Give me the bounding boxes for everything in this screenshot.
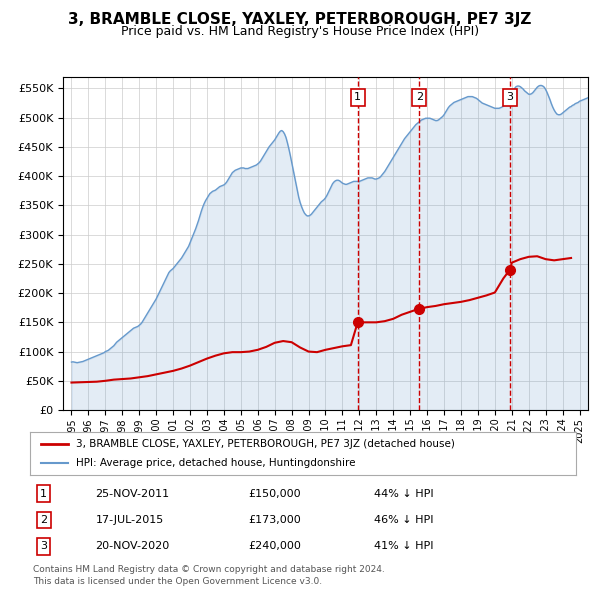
Text: This data is licensed under the Open Government Licence v3.0.: This data is licensed under the Open Gov… (33, 577, 322, 586)
Text: Price paid vs. HM Land Registry's House Price Index (HPI): Price paid vs. HM Land Registry's House … (121, 25, 479, 38)
Text: 2: 2 (40, 515, 47, 525)
Text: 44% ↓ HPI: 44% ↓ HPI (374, 489, 434, 499)
Text: 3: 3 (506, 92, 514, 102)
Text: 20-NOV-2020: 20-NOV-2020 (95, 542, 170, 552)
Text: 3, BRAMBLE CLOSE, YAXLEY, PETERBOROUGH, PE7 3JZ: 3, BRAMBLE CLOSE, YAXLEY, PETERBOROUGH, … (68, 12, 532, 27)
Text: 3: 3 (40, 542, 47, 552)
Text: HPI: Average price, detached house, Huntingdonshire: HPI: Average price, detached house, Hunt… (76, 458, 356, 468)
Text: Contains HM Land Registry data © Crown copyright and database right 2024.: Contains HM Land Registry data © Crown c… (33, 565, 385, 574)
Text: 3, BRAMBLE CLOSE, YAXLEY, PETERBOROUGH, PE7 3JZ (detached house): 3, BRAMBLE CLOSE, YAXLEY, PETERBOROUGH, … (76, 439, 455, 449)
Text: 25-NOV-2011: 25-NOV-2011 (95, 489, 170, 499)
Text: 41% ↓ HPI: 41% ↓ HPI (374, 542, 433, 552)
Text: 46% ↓ HPI: 46% ↓ HPI (374, 515, 433, 525)
Text: 1: 1 (354, 92, 361, 102)
Text: 1: 1 (40, 489, 47, 499)
Text: 17-JUL-2015: 17-JUL-2015 (95, 515, 164, 525)
Text: £240,000: £240,000 (248, 542, 301, 552)
Text: £150,000: £150,000 (248, 489, 301, 499)
Text: £173,000: £173,000 (248, 515, 301, 525)
Text: 2: 2 (416, 92, 423, 102)
